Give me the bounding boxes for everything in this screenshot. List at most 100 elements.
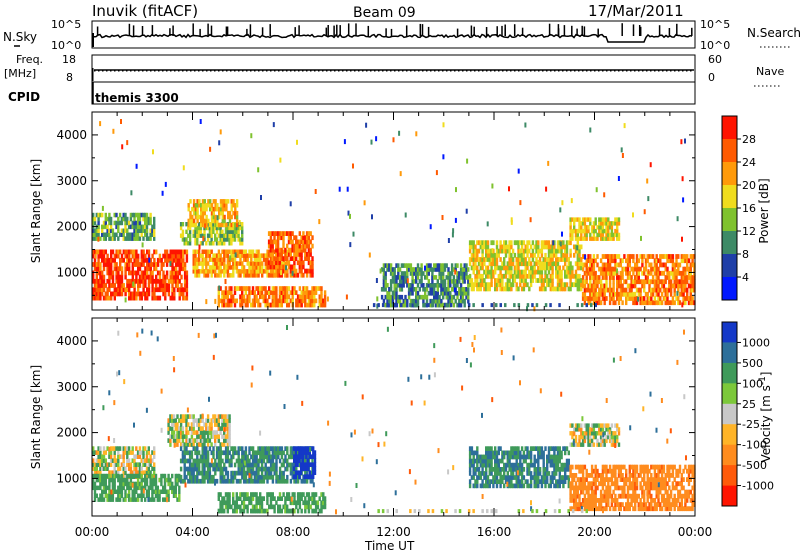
data-cell — [273, 450, 276, 456]
data-cell — [626, 283, 630, 289]
data-cell — [169, 485, 172, 491]
data-cell — [182, 287, 185, 293]
data-cell — [445, 294, 448, 300]
data-cell — [680, 287, 683, 293]
data-cell — [589, 127, 592, 133]
data-cell — [138, 278, 142, 284]
data-cell — [537, 244, 540, 250]
data-cell — [241, 253, 244, 258]
data-cell — [508, 186, 510, 192]
data-cell — [210, 418, 213, 423]
data-cell — [201, 478, 204, 484]
data-cell — [233, 286, 237, 291]
data-cell — [284, 508, 287, 514]
data-cell — [210, 214, 214, 220]
data-cell — [106, 257, 109, 263]
data-cell — [192, 446, 195, 451]
data-cell — [253, 462, 257, 468]
data-cell — [226, 233, 229, 238]
data-cell — [456, 275, 459, 280]
data-cell — [246, 454, 249, 460]
data-cell — [104, 224, 107, 230]
data-cell — [242, 454, 246, 460]
data-cell — [540, 244, 544, 250]
data-cell — [110, 295, 113, 301]
data-cell — [559, 241, 562, 247]
data-cell — [242, 470, 246, 476]
data-cell — [223, 298, 226, 304]
data-cell — [203, 237, 206, 242]
data-cell — [409, 267, 413, 272]
data-cell — [284, 466, 287, 472]
data-cell — [284, 252, 287, 257]
data-cell — [108, 220, 111, 226]
data-cell — [260, 474, 264, 480]
data-cell — [605, 232, 608, 238]
data-cell — [634, 279, 637, 285]
data-cell — [108, 236, 111, 241]
data-cell — [380, 294, 384, 300]
data-cell — [203, 257, 206, 262]
data-cell — [206, 418, 210, 423]
data-cell — [657, 279, 660, 285]
data-cell — [192, 438, 195, 443]
data-cell — [276, 268, 280, 274]
data-cell — [232, 261, 235, 266]
data-cell — [671, 258, 675, 264]
data-cell — [219, 450, 222, 456]
data-cell — [402, 271, 405, 276]
data-cell — [693, 275, 696, 280]
nsky-line — [93, 33, 693, 43]
data-cell — [205, 426, 208, 431]
data-cell — [284, 261, 287, 266]
data-cell — [190, 478, 194, 484]
data-cell — [145, 470, 149, 475]
data-cell — [476, 278, 479, 283]
data-cell — [442, 294, 445, 300]
data-cell — [298, 496, 302, 501]
data-cell — [171, 489, 174, 494]
data-cell — [323, 298, 327, 304]
data-cell — [217, 414, 220, 419]
data-cell — [634, 283, 637, 289]
nave-label: Nave — [756, 65, 784, 78]
data-cell — [284, 298, 287, 304]
data-cell — [136, 470, 140, 475]
data-cell — [535, 261, 538, 267]
data-cell — [278, 466, 282, 472]
data-cell — [122, 470, 125, 475]
data-cell — [192, 265, 195, 270]
data-cell — [616, 221, 619, 226]
data-cell — [442, 122, 445, 128]
data-cell — [250, 302, 253, 308]
data-cell — [425, 271, 429, 276]
data-cell — [433, 291, 436, 296]
data-cell — [192, 414, 195, 419]
data-cell — [280, 272, 283, 278]
data-cell — [178, 270, 181, 276]
data-cell — [470, 252, 474, 258]
data-cell — [237, 458, 240, 464]
data-cell — [188, 233, 192, 238]
data-cell — [108, 450, 111, 455]
data-cell — [470, 475, 474, 480]
data-cell — [447, 287, 450, 292]
data-cell — [467, 279, 470, 284]
data-cell — [133, 270, 136, 276]
data-cell — [255, 504, 258, 510]
data-cell — [264, 466, 267, 472]
data-cell — [671, 270, 675, 276]
data-cell — [313, 500, 316, 506]
data-cell — [133, 481, 136, 487]
data-cell — [311, 290, 314, 295]
data-cell — [599, 300, 603, 306]
data-cell — [192, 426, 195, 431]
data-cell — [129, 278, 133, 284]
data-cell — [305, 302, 309, 308]
data-cell — [436, 287, 439, 292]
data-cell — [540, 265, 544, 271]
data-cell — [576, 273, 579, 279]
data-cell — [605, 236, 608, 241]
data-cell — [142, 485, 145, 491]
data-cell — [546, 282, 549, 288]
